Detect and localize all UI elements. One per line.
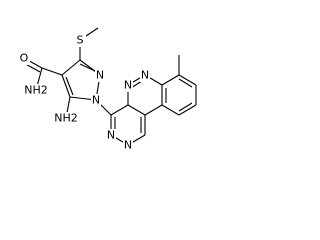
atom-label: N bbox=[107, 129, 115, 142]
atom-label: N bbox=[141, 69, 149, 82]
atom-label: NH2 bbox=[54, 112, 78, 125]
page: {"atoms": [ {"label": "S"}, {"label": "O… bbox=[18, 27, 197, 152]
atom-label: O bbox=[20, 52, 29, 65]
atom-label: S bbox=[77, 34, 84, 47]
atom-label: N bbox=[124, 79, 132, 92]
atom-label: NH2 bbox=[24, 84, 48, 97]
atom-labels: S O NH2 NH2 N N N N N N bbox=[18, 33, 150, 152]
atom-label: N bbox=[96, 69, 104, 82]
bonds bbox=[21, 27, 197, 146]
atom-label: N bbox=[124, 139, 132, 152]
molecule: S O NH2 NH2 N N N N N N bbox=[18, 27, 197, 152]
atom-label: N bbox=[92, 94, 100, 107]
